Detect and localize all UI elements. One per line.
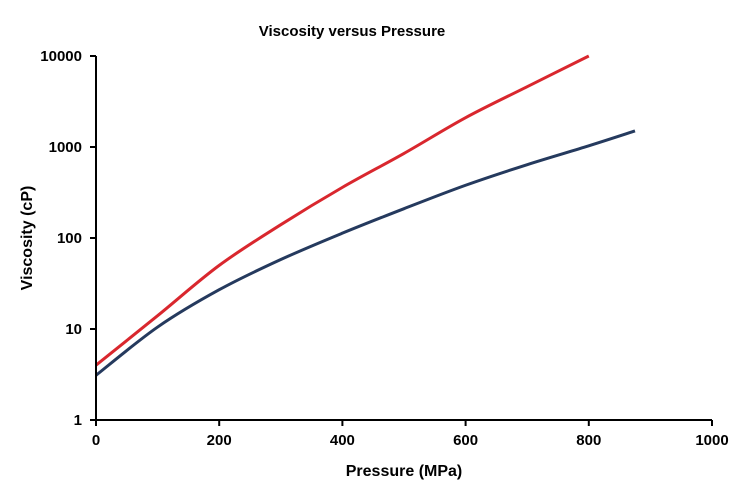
- x-tick-label: 1000: [695, 432, 728, 449]
- y-tick-label: 10000: [40, 48, 82, 65]
- chart-title: Viscosity versus Pressure: [259, 23, 446, 40]
- red-curve: [95, 54, 590, 367]
- x-tick-label: 0: [92, 432, 100, 449]
- x-tick-label: 400: [330, 432, 355, 449]
- x-axis-label: Pressure (MPa): [346, 463, 463, 480]
- x-tick-label: 200: [207, 432, 232, 449]
- y-axis-label: Viscosity (cP): [19, 186, 36, 291]
- y-tick-label: 1000: [49, 139, 82, 156]
- y-tick-label: 100: [57, 230, 82, 247]
- blue-curve: [95, 129, 636, 377]
- y-tick-label: 1: [74, 412, 82, 429]
- series-layer: [95, 54, 636, 377]
- ticks: 0 200 400 600 800 1000 1 10 100 1000 10000: [40, 48, 728, 449]
- y-tick-label: 10: [65, 321, 82, 338]
- x-tick-label: 800: [576, 432, 601, 449]
- x-tick-label: 600: [453, 432, 478, 449]
